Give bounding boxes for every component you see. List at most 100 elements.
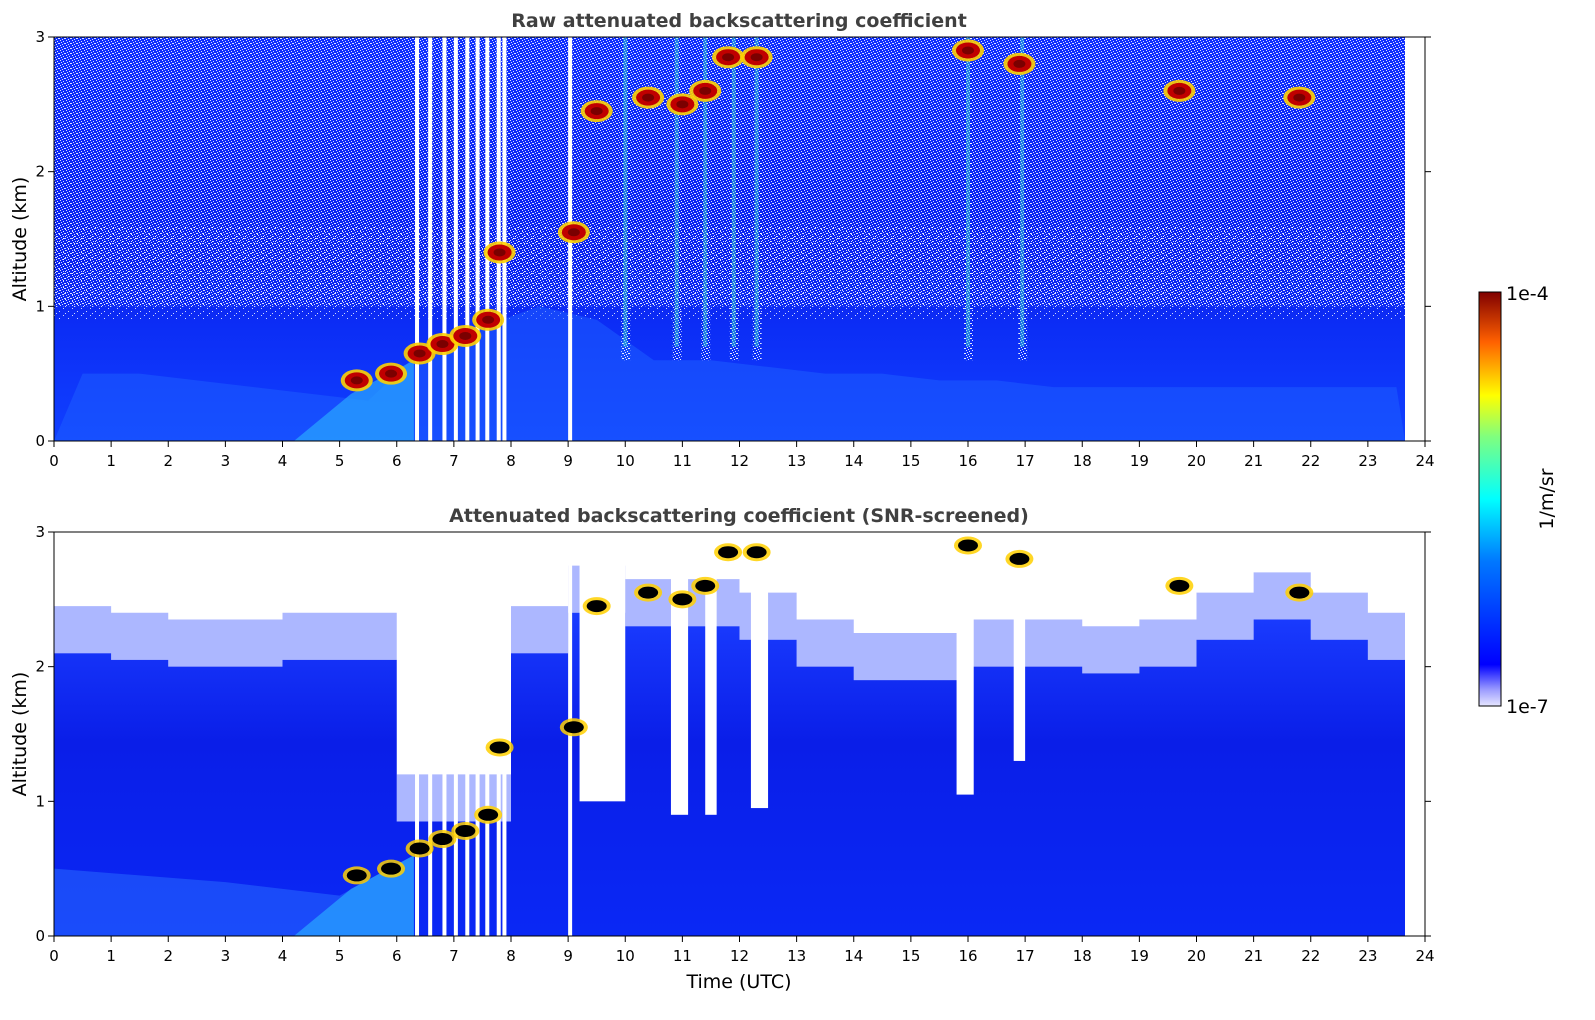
raw-panel-title: Raw attenuated backscattering coefficien… [511,10,967,32]
raw-signal-gap [453,37,458,441]
x-tick-label: 20 [1187,947,1206,965]
raw-backscatter-field [54,37,1425,441]
x-tick-label: 3 [221,452,231,470]
x-tick-label: 19 [1130,947,1149,965]
snr-cloud [346,869,367,882]
x-tick-label: 6 [392,452,402,470]
snr-cloud [1289,586,1310,599]
snr-cloud [432,833,453,846]
colorbar-max-label: 1e-4 [1506,283,1549,305]
snr-cloud [718,546,739,559]
raw-cloud-core [436,340,449,349]
snr-screened-gap [670,532,689,815]
x-tick-label: 24 [1415,452,1434,470]
snr-cloud [409,842,430,855]
x-tick-label: 16 [958,452,977,470]
x-tick-label: 13 [787,947,806,965]
raw-cloud-core [750,53,763,62]
raw-cloud-core [590,107,603,116]
snr-signal-region [54,612,1425,936]
raw-cloud-core [699,86,712,95]
x-tick-label: 0 [49,452,59,470]
snr-signal-gap [442,532,447,936]
y-tick-label: 0 [35,432,45,450]
colorbar-label: 1/m/sr [1536,468,1558,529]
raw-cloud-core [1293,93,1306,102]
raw-signal-gap [496,37,501,441]
x-tick-label: 10 [616,947,635,965]
x-tick-label: 22 [1301,947,1320,965]
raw-virga-core [674,37,679,347]
snr-screened-gap [705,532,717,815]
y-tick-label: 3 [35,523,45,541]
raw-cloud-core [350,376,363,385]
raw-cloud-core [413,349,426,358]
y-tick-label: 1 [35,792,45,810]
snr-signal-gap [453,532,458,936]
x-tick-label: 16 [958,947,977,965]
snr-x-axis: 0 1 2 3 4 5 6 7 8 9 10 11 12 13 14 15 16 17 18 19 20 21 22 23 24 [49,936,1435,965]
raw-signal-gap [485,37,490,441]
x-tick-label: 17 [1016,452,1035,470]
x-tick-label: 19 [1130,452,1149,470]
x-tick-label: 5 [335,947,345,965]
snr-cloud [381,862,402,875]
raw-signal-gap [475,37,480,441]
x-tick-label: 12 [730,947,749,965]
x-tick-label: 7 [449,947,459,965]
raw-virga-core [1020,37,1025,347]
x-tick-label: 23 [1358,452,1377,470]
snr-screened-field [54,532,1425,936]
colorbar: 1e-4 1e-7 1/m/sr [1478,283,1558,718]
raw-cloud-core [962,46,974,55]
x-tick-label: 14 [844,452,863,470]
snr-cloud [1169,579,1190,592]
x-axis-label: Time (UTC) [685,971,791,993]
x-tick-label: 21 [1244,452,1263,470]
snr-signal-gap [496,532,501,936]
raw-virga-streak [701,37,711,361]
colorbar-gradient [1478,291,1502,707]
snr-signal-gap [465,532,470,936]
x-tick-label: 15 [901,947,920,965]
raw-cloud-core [482,315,495,324]
x-tick-label: 9 [563,452,573,470]
snr-screened-panel: Attenuated backscattering coefficient (S… [9,505,1435,993]
x-tick-label: 23 [1358,947,1377,965]
x-tick-label: 18 [1073,452,1092,470]
snr-cloud [695,579,716,592]
raw-no-data [1405,37,1425,441]
y-tick-label: 2 [35,658,45,676]
x-tick-label: 1 [106,452,116,470]
x-tick-label: 2 [163,947,173,965]
raw-cloud-core [642,93,655,102]
x-tick-label: 17 [1016,947,1035,965]
raw-noise-lower [54,225,1406,320]
raw-cloud-core [1013,59,1026,68]
raw-virga-streak [621,37,631,361]
x-tick-label: 15 [901,452,920,470]
x-tick-label: 2 [163,452,173,470]
snr-screened-gap [750,532,769,809]
raw-virga-streak [1018,37,1028,361]
raw-cloud-core [459,331,472,340]
snr-cloud [563,721,584,734]
raw-virga-streak [672,37,682,361]
x-tick-label: 18 [1073,947,1092,965]
snr-cloud [746,546,767,559]
raw-cloud-core [676,100,689,109]
snr-screened-gap [579,532,626,802]
snr-cloud [672,593,693,606]
x-tick-label: 9 [563,947,573,965]
x-tick-label: 3 [221,947,231,965]
snr-cloud [638,586,659,599]
snr-cloud [958,539,978,552]
x-tick-label: 5 [335,452,345,470]
snr-y-axis-label: Altitude (km) [9,672,31,797]
raw-backscatter-panel: Raw attenuated backscattering coefficien… [9,10,1435,470]
snr-cloud [478,808,499,821]
raw-signal-gap [428,37,433,441]
snr-signal-gap [485,532,490,936]
y-tick-label: 2 [35,163,45,181]
